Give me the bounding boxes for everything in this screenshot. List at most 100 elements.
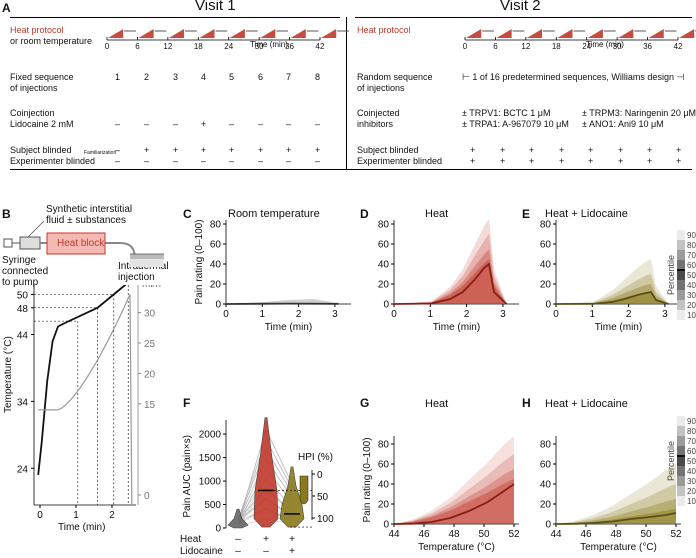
coinjection-label: Coinjection [10,108,55,118]
skin-icon [130,253,164,267]
visit-separator [346,17,347,169]
f-heat-mark: + [263,534,269,545]
f-hpi-tick-label: 50 [317,492,329,503]
v1-heat-ramp [260,29,276,38]
panel-letter-g: G [360,396,370,410]
v2-heat-ramp [557,29,573,38]
sequence-text: ⊢ 1 of 16 predetermined sequences, Willi… [462,72,685,82]
g-y-tick-label: 40 [378,480,390,491]
h-percentile-tick: 60 [687,447,696,456]
sequence-text-inner: 1 of 16 predetermined sequences, William… [472,72,674,82]
v1-heat-ramp [229,29,245,38]
b-temp-tick-label: 52 [17,285,29,288]
h-y-tick-label: 80 [540,440,552,451]
b-temp-tick-label: 24 [17,464,29,475]
d-x-tick-label: 3 [500,309,506,320]
b-flow-tick-label: 15 [144,400,156,411]
experimenter-blinded-mark: – [258,156,264,166]
c-band [226,299,339,304]
e-percentile-swatch [677,280,685,290]
h-percentile-swatch [677,476,685,486]
h-x-tick-label: 46 [580,529,592,540]
experimenter-blinded-mark: – [229,156,235,166]
v2-experimenter-mark: + [470,156,476,166]
b-flow-tick-label: 25 [144,339,156,350]
injection-number: 7 [286,72,292,82]
v2-tick-label: 12 [521,42,530,51]
panel-a-bottom-line [10,169,692,170]
h-percentile-swatch [677,426,685,436]
h-percentile-swatch [677,486,685,496]
visit2-title: Visit 2 [500,0,541,14]
e-percentile-swatch [677,290,685,300]
temperature-protocol-chart: 24 34 44 48 50 52 0 15 20 25 30 ml/h 0 1 2 Time (min) Te… [3,285,161,533]
lidocaine-mark: + [201,119,207,129]
h-percentile-tick: 70 [687,437,696,446]
syringe-label-2: connected [2,266,49,277]
panel-h-title: Heat + Lidocaine [545,398,628,410]
c-xlabel: Time (min) [265,322,312,333]
v1-tick-label: 0 [105,42,110,51]
e-percentile-median [677,269,685,271]
c-ylabel: Pain rating (0–100) [194,220,205,305]
panel-letter-c: C [183,207,192,221]
e-percentile-tick: 10 [687,311,696,320]
v2-subject-mark: + [676,145,682,155]
e-x-tick-label: 3 [662,309,668,320]
panel-g-title: Heat [425,398,449,410]
f-lidocaine-mark: + [289,546,295,557]
injection-number: 1 [115,72,121,82]
subject-blinded-label: Subject blinded [10,145,72,155]
g-band [394,469,514,524]
f-hpi-tick-label: 100 [317,514,334,525]
e-y-tick-label: 0 [545,300,551,311]
h-percentile-swatch [677,446,685,456]
v2-subject-mark: + [647,145,653,155]
e-percentile-swatch [677,310,685,320]
visit1-divider [10,17,340,18]
h-y-tick-label: 0 [545,520,551,531]
g-y-tick-label: 0 [383,520,389,531]
visit2-heat-label: Heat protocol [357,25,411,35]
panel-letter-b: B [2,207,11,221]
injection-number: 4 [201,72,207,82]
e-percentile-swatch [677,300,685,310]
injection-number: 8 [315,72,321,82]
subject-blinded-mark: + [201,145,207,155]
e-xlabel: Time (min) [595,322,642,333]
panel-letter-e: E [522,207,531,221]
h-x-tick-label: 52 [670,529,682,540]
c-y-tick-label: 40 [210,260,222,271]
v2-heat-ramp [648,29,664,38]
e-percentile-tick: 20 [687,301,696,310]
v2-experimenter-mark: + [559,156,565,166]
tube-line [40,242,137,259]
v2-subject-blinded-label: Subject blinded [357,145,419,155]
h-percentile-swatch [677,456,685,466]
e-y-tick-label: 60 [540,240,552,251]
e-percentile-swatch [677,240,685,250]
e-median-line [555,290,669,305]
f-y-tick-label: 1500 [199,453,222,464]
e-percentile-tick: 30 [687,291,696,300]
lidocaine-label: Lidocaine 2 mM [10,119,74,129]
lidocaine-mark: – [258,119,264,129]
g-y-tick-label: 60 [378,460,390,471]
g-x-tick-label: 50 [478,529,490,540]
v2-tick-label: 30 [613,42,622,51]
e-percentile-swatch [677,250,685,260]
coinjected-label-2: inhibitors [357,119,394,129]
g-y-tick-label: 80 [378,440,390,451]
v2-subject-mark: + [559,145,565,155]
b-temp-tick-label: 50 [17,290,29,301]
v2-experimenter-mark: + [529,156,535,166]
lidocaine-mark: – [315,119,321,129]
v1-tick-label: 12 [163,42,172,51]
g-median-line [393,483,515,525]
panel-letter-f: F [183,396,191,410]
visit2-timeline: 0 6 12 18 24 30 36 42 [463,29,696,51]
e-y-tick-label: 80 [540,220,552,231]
g-y-tick-label: 20 [378,500,390,511]
experimenter-blinded-label: Experimenter blinded [10,156,96,166]
d-y-tick-label: 40 [378,260,390,271]
